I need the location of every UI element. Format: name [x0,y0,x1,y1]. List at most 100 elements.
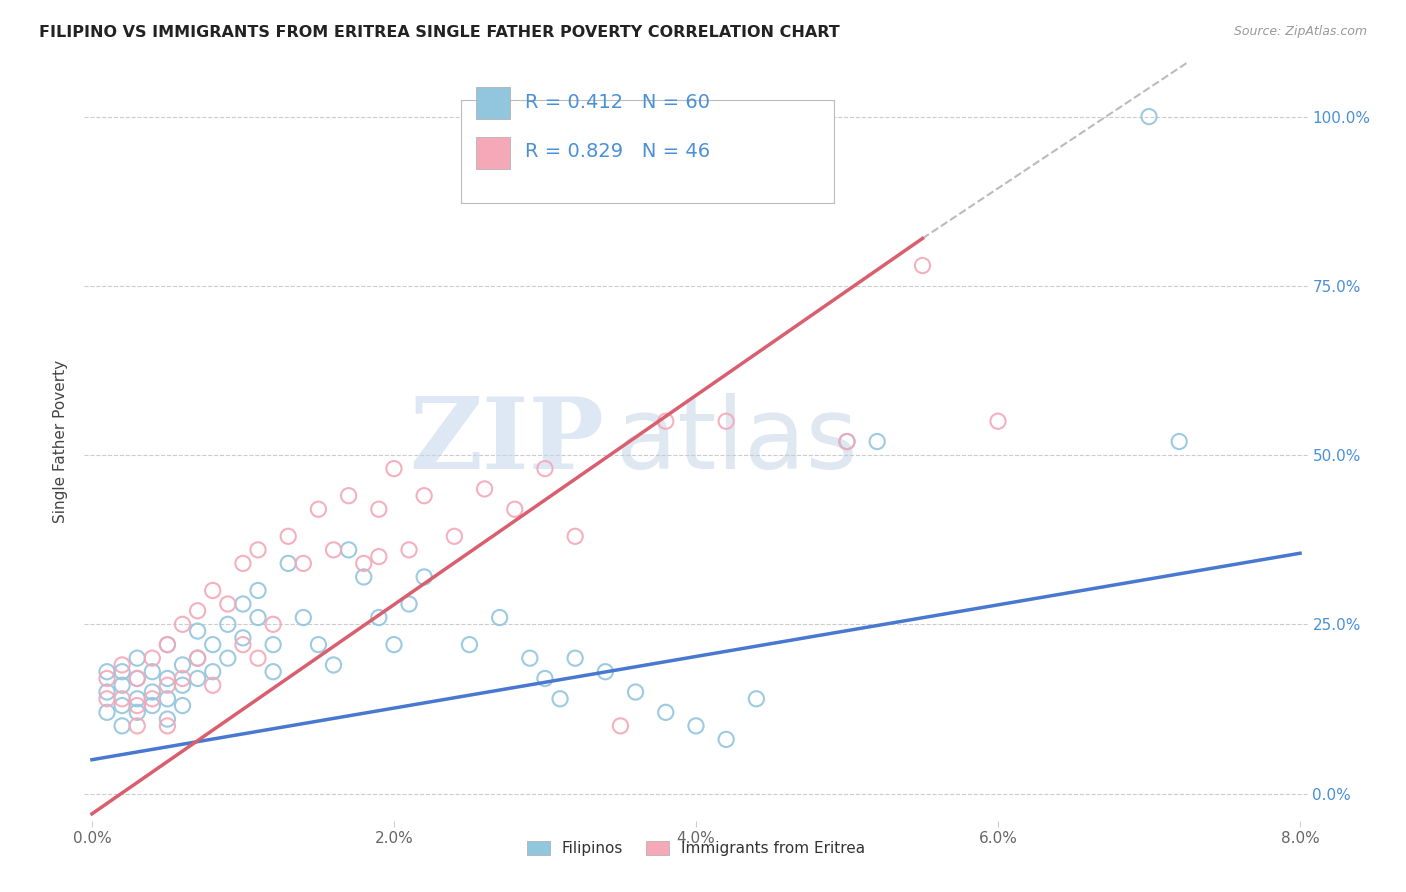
Point [443,529,465,543]
Point [232,597,254,611]
Point [201,678,224,692]
Point [519,651,541,665]
Bar [475,87,510,120]
Point [141,651,163,665]
Point [262,638,284,652]
Point [714,732,737,747]
Point [127,719,149,733]
Point [127,698,149,713]
Legend: Filipinos, Immigrants from Eritrea: Filipinos, Immigrants from Eritrea [520,835,872,863]
Point [382,461,405,475]
Bar [475,136,510,169]
Point [247,610,270,624]
Point [292,557,315,571]
Point [187,651,209,665]
Point [474,482,496,496]
Point [156,638,179,652]
Point [172,672,194,686]
Point [111,665,134,679]
Text: Source: ZipAtlas.com: Source: ZipAtlas.com [1233,25,1367,38]
Point [187,604,209,618]
Point [127,691,149,706]
Point [141,698,163,713]
Point [111,698,134,713]
Point [96,665,118,679]
FancyBboxPatch shape [461,100,834,202]
Text: ZIP: ZIP [409,393,605,490]
Point [247,651,270,665]
Point [96,685,118,699]
Point [172,657,194,672]
Point [217,597,239,611]
Point [172,698,194,713]
Point [564,529,586,543]
Point [685,719,707,733]
Point [382,638,405,652]
Point [398,597,420,611]
Point [187,672,209,686]
Point [1137,110,1160,124]
Point [127,672,149,686]
Point [96,672,118,686]
Point [307,502,329,516]
Point [488,610,510,624]
Point [96,706,118,720]
Point [111,657,134,672]
Point [322,542,344,557]
Point [1168,434,1191,449]
Text: atlas: atlas [616,393,858,490]
Point [624,685,647,699]
Point [232,557,254,571]
Point [172,678,194,692]
Point [322,657,344,672]
Text: R = 0.412   N = 60: R = 0.412 N = 60 [524,93,710,112]
Point [111,719,134,733]
Point [277,557,299,571]
Point [745,691,768,706]
Point [156,691,179,706]
Point [156,678,179,692]
Point [127,672,149,686]
Point [201,665,224,679]
Point [458,638,481,652]
Text: R = 0.829   N = 46: R = 0.829 N = 46 [524,143,710,161]
Point [564,651,586,665]
Point [292,610,315,624]
Point [337,489,360,503]
Point [217,617,239,632]
Point [367,549,389,564]
Point [503,502,526,516]
Point [835,434,858,449]
Point [262,665,284,679]
Point [247,542,270,557]
Point [987,414,1010,428]
Point [201,638,224,652]
Point [866,434,889,449]
Point [156,712,179,726]
Point [232,638,254,652]
Point [141,691,163,706]
Text: FILIPINO VS IMMIGRANTS FROM ERITREA SINGLE FATHER POVERTY CORRELATION CHART: FILIPINO VS IMMIGRANTS FROM ERITREA SING… [39,25,841,40]
Point [172,617,194,632]
Point [353,570,375,584]
Point [111,678,134,692]
Point [337,542,360,557]
Point [609,719,631,733]
Point [367,502,389,516]
Point [187,651,209,665]
Point [655,706,678,720]
Point [277,529,299,543]
Point [413,570,436,584]
Point [201,583,224,598]
Point [247,583,270,598]
Point [911,259,934,273]
Point [96,691,118,706]
Point [548,691,571,706]
Point [127,706,149,720]
Point [141,665,163,679]
Point [398,542,420,557]
Point [111,691,134,706]
Point [534,461,557,475]
Y-axis label: Single Father Poverty: Single Father Poverty [53,360,69,523]
Point [156,719,179,733]
